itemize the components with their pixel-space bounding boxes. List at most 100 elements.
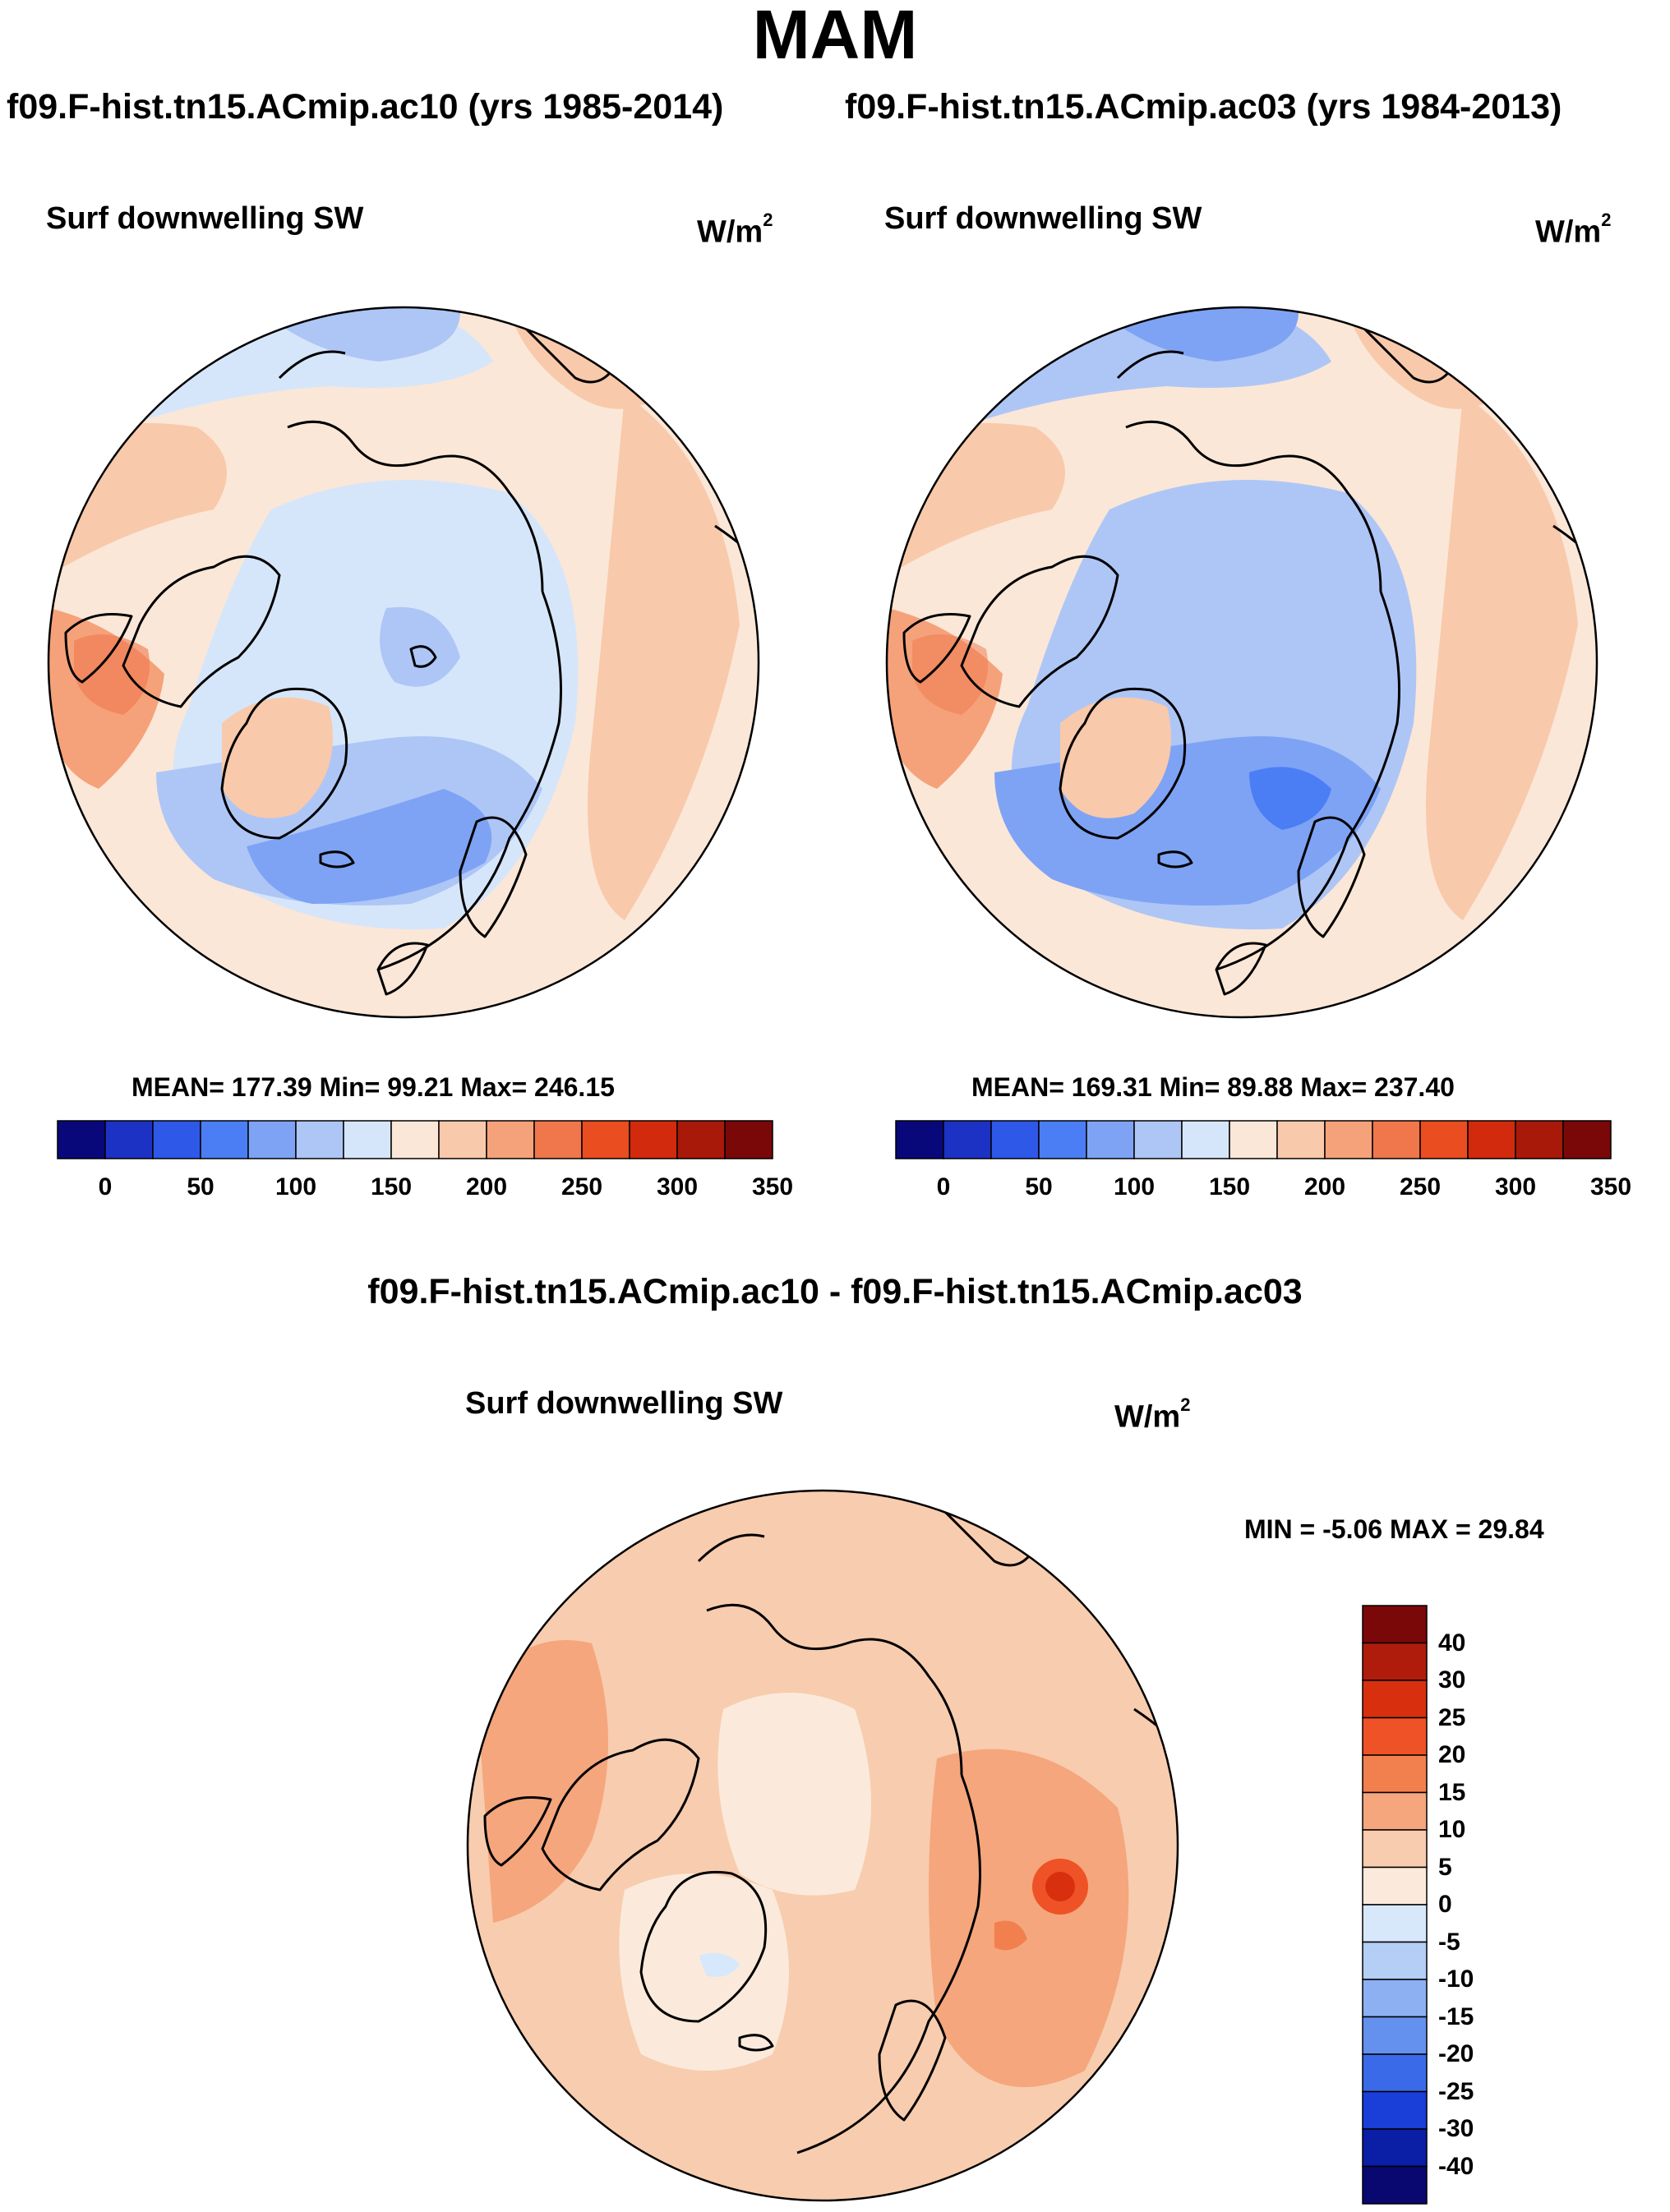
colorbar-tick-label: 250 — [1399, 1173, 1442, 1200]
panel1-field-hotspot — [74, 634, 150, 715]
colorbar-tick-label: -20 — [1438, 2040, 1474, 2067]
colorbar-swatch — [1467, 1120, 1516, 1159]
panel2-variable: Surf downwelling SW — [884, 201, 1202, 236]
colorbar-swatch — [1086, 1120, 1135, 1159]
panel3-field-greenland — [619, 1873, 789, 2071]
colorbar-tick-label: 250 — [561, 1173, 603, 1200]
panel1-map — [47, 306, 760, 1019]
panel1-variable: Surf downwelling SW — [46, 201, 364, 236]
colorbar-swatch — [1362, 1904, 1428, 1943]
colorbar-tick-label: 15 — [1438, 1778, 1466, 1806]
panel2-field-siberia — [1426, 394, 1578, 920]
panel1-field-siberia — [588, 394, 740, 920]
panel2-map — [885, 306, 1598, 1019]
diff-title: f09.F-hist.tn15.ACmip.ac10 - f09.F-hist.… — [367, 1272, 1303, 1311]
panel2-stats: MEAN= 169.31 Min= 89.88 Max= 237.40 — [971, 1072, 1455, 1102]
panel1-units: W/m2 — [697, 210, 773, 250]
colorbar-swatch — [629, 1120, 678, 1159]
colorbar-swatch — [1362, 2165, 1428, 2205]
colorbar-swatch — [581, 1120, 630, 1159]
panel2-field-hotspot — [912, 634, 988, 715]
panel3-colorbar — [1362, 1605, 1428, 2205]
colorbar-tick-label: -40 — [1438, 2152, 1474, 2180]
colorbar-swatch — [1372, 1120, 1421, 1159]
panel2-units: W/m2 — [1535, 210, 1612, 250]
colorbar-swatch — [1181, 1120, 1230, 1159]
colorbar-tick-label: -25 — [1438, 2077, 1474, 2105]
colorbar-tick-label: 5 — [1438, 1853, 1452, 1881]
colorbar-swatch — [104, 1120, 154, 1159]
panel3-field-secondary-spot — [994, 1920, 1027, 1951]
panel3-map-boundary — [466, 1489, 1179, 2202]
colorbar-swatch — [1362, 2016, 1428, 2055]
colorbar-tick-label: 10 — [1438, 1816, 1466, 1843]
colorbar-swatch — [1362, 2053, 1428, 2093]
colorbar-tick-label: 200 — [1303, 1173, 1346, 1200]
colorbar-tick-label: 350 — [1589, 1173, 1632, 1200]
colorbar-tick-label: 50 — [1025, 1173, 1053, 1200]
colorbar-swatch — [390, 1120, 440, 1159]
colorbar-swatch — [1362, 2090, 1428, 2130]
panel1-coastlines — [64, 311, 758, 996]
colorbar-swatch — [200, 1120, 249, 1159]
colorbar-tick-label: 25 — [1438, 1703, 1466, 1731]
colorbar-swatch — [1362, 1680, 1428, 1719]
colorbar-tick-label: 0 — [1438, 1891, 1452, 1918]
panel2-field-atlantic-dark — [1249, 767, 1331, 830]
left-case-title: f09.F-hist.tn15.ACmip.ac10 (yrs 1985-201… — [7, 87, 724, 127]
panel3-coastlines — [483, 1494, 1177, 2154]
colorbar-swatch — [1324, 1120, 1373, 1159]
panel3-units: W/m2 — [1114, 1394, 1191, 1435]
colorbar-tick-label: 200 — [465, 1173, 508, 1200]
colorbar-tick-label: 300 — [1494, 1173, 1537, 1200]
panel3-field-siberia — [929, 1749, 1129, 2087]
colorbar-swatch — [343, 1120, 392, 1159]
colorbar-tick-label: 0 — [98, 1173, 113, 1200]
colorbar-swatch — [1362, 2128, 1428, 2168]
colorbar-swatch — [1362, 1941, 1428, 1980]
colorbar-tick-label: -30 — [1438, 2115, 1474, 2142]
colorbar-tick-label: 100 — [1113, 1173, 1156, 1200]
colorbar-swatch — [1362, 1791, 1428, 1831]
colorbar-swatch — [1362, 1605, 1428, 1644]
colorbar-swatch — [1419, 1120, 1469, 1159]
colorbar-tick-label: 40 — [1438, 1629, 1466, 1657]
colorbar-swatch — [1515, 1120, 1564, 1159]
panel3-map — [466, 1489, 1179, 2202]
right-case-title: f09.F-hist.tn15.ACmip.ac03 (yrs 1984-201… — [845, 87, 1562, 127]
colorbar-swatch — [724, 1120, 773, 1159]
colorbar-swatch — [533, 1120, 583, 1159]
colorbar-swatch — [1362, 1866, 1428, 1906]
colorbar-swatch — [1362, 1754, 1428, 1794]
colorbar-swatch — [1362, 1829, 1428, 1869]
colorbar-tick-label: -15 — [1438, 2002, 1474, 2030]
colorbar-swatch — [943, 1120, 992, 1159]
colorbar-tick-label: 150 — [1208, 1173, 1251, 1200]
colorbar-swatch — [1562, 1120, 1612, 1159]
colorbar-swatch — [295, 1120, 344, 1159]
colorbar-swatch — [247, 1120, 297, 1159]
colorbar-swatch — [676, 1120, 726, 1159]
colorbar-swatch — [486, 1120, 535, 1159]
panel2-colorbar — [895, 1120, 1612, 1159]
panel3-field-arctic — [717, 1693, 871, 1896]
colorbar-tick-label: -10 — [1438, 1965, 1474, 1993]
colorbar-tick-label: -5 — [1438, 1928, 1460, 1956]
colorbar-tick-label: 30 — [1438, 1666, 1466, 1694]
panel1-stats: MEAN= 177.39 Min= 99.21 Max= 246.15 — [131, 1072, 615, 1102]
colorbar-tick-label: 20 — [1438, 1741, 1466, 1768]
panel1-field-greenland — [222, 697, 333, 818]
colorbar-tick-label: 0 — [936, 1173, 951, 1200]
panel2-map-boundary — [885, 306, 1598, 1019]
colorbar-tick-label: 150 — [370, 1173, 413, 1200]
colorbar-swatch — [1362, 1717, 1428, 1756]
panel1-map-boundary — [47, 306, 760, 1019]
panel2-coastlines — [902, 311, 1596, 996]
panel3-field-alaska — [477, 1640, 608, 1923]
colorbar-tick-label: 50 — [187, 1173, 215, 1200]
colorbar-tick-label: 350 — [751, 1173, 794, 1200]
colorbar-swatch — [990, 1120, 1040, 1159]
colorbar-swatch — [1276, 1120, 1326, 1159]
season-title: MAM — [752, 0, 918, 73]
